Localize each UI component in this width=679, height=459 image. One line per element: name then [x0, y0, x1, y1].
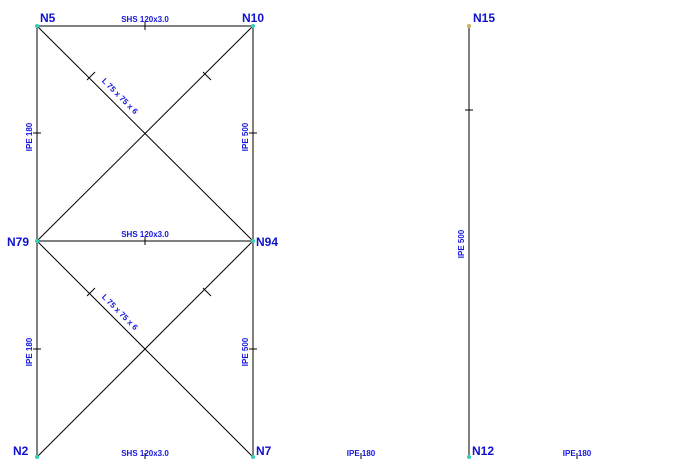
node-label-n5: N5: [40, 11, 56, 25]
tick-brace-upper-a: [86, 71, 96, 81]
section-label-beam-top: SHS 120x3.0: [121, 15, 169, 24]
brace-upper-b[interactable]: [36, 25, 254, 242]
section-label-col-left-upper: IPE 180: [25, 122, 34, 151]
node-label-n94: N94: [256, 235, 278, 249]
node-label-n7: N7: [256, 444, 272, 458]
section-label-ground-mid: IPE 180: [347, 449, 376, 458]
tick-brace-upper-b: [202, 71, 212, 81]
node-n10-dot[interactable]: [251, 24, 255, 28]
section-label-beam-bottom: SHS 120x3.0: [121, 449, 169, 458]
node-n15-dot[interactable]: [467, 24, 471, 28]
node-label-n2: N2: [13, 444, 29, 458]
node-n12-dot[interactable]: [467, 455, 471, 459]
section-label-brace-lower: L 75 x 75 x 6: [100, 292, 140, 332]
section-label-col-mid-upper: IPE 500: [241, 122, 250, 151]
node-label-n10: N10: [242, 11, 264, 25]
node-n79-dot[interactable]: [35, 239, 39, 243]
brace-lower-b[interactable]: [36, 240, 254, 458]
section-label-col-right: IPE 500: [457, 229, 466, 258]
section-label-brace-upper: L 75 x 75 x 6: [100, 76, 140, 116]
node-n2-dot[interactable]: [35, 455, 39, 459]
node-n7-dot[interactable]: [251, 455, 255, 459]
node-label-n79: N79: [7, 235, 29, 249]
section-label-beam-mid: SHS 120x3.0: [121, 230, 169, 239]
section-label-col-left-lower: IPE 180: [25, 337, 34, 366]
section-label-ground-right: IPE 180: [563, 449, 592, 458]
node-label-n15: N15: [473, 11, 495, 25]
node-label-n12: N12: [472, 444, 494, 458]
node-n94-dot[interactable]: [251, 239, 255, 243]
tick-brace-lower-b: [202, 287, 212, 297]
tick-brace-lower-a: [86, 287, 96, 297]
node-n5-dot[interactable]: [35, 24, 39, 28]
section-label-col-mid-lower: IPE 500: [241, 337, 250, 366]
